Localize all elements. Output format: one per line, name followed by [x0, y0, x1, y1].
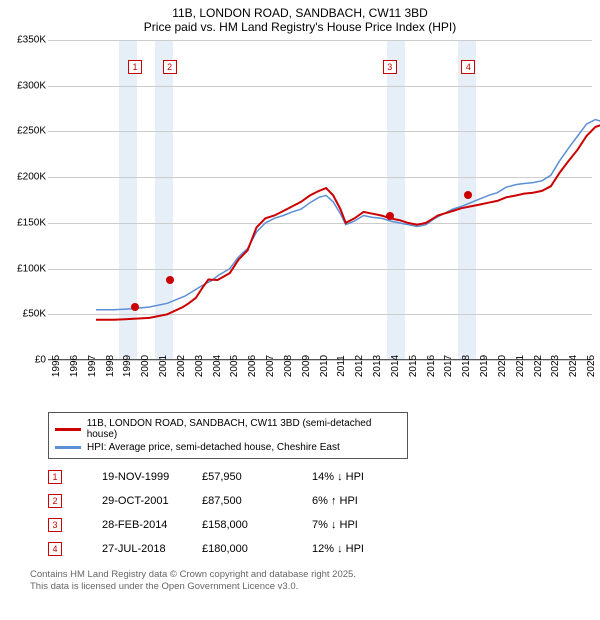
sale-marker-box: 1	[128, 60, 142, 74]
table-cell-price: £180,000	[202, 543, 312, 555]
table-cell-price: £158,000	[202, 519, 312, 531]
x-axis-tick: 2003	[194, 355, 205, 377]
sale-point-dot	[166, 276, 174, 284]
x-axis-tick: 2013	[372, 355, 383, 377]
x-axis-tick: 2007	[265, 355, 276, 377]
x-axis-tick: 2011	[336, 355, 347, 377]
table-row: 119-NOV-1999£57,95014% ↓ HPI	[48, 465, 600, 489]
table-cell-pct: 6% ↑ HPI	[312, 495, 412, 507]
x-axis-tick: 2016	[426, 355, 437, 377]
x-axis-tick: 2020	[497, 355, 508, 377]
table-cell-date: 28-FEB-2014	[62, 519, 202, 531]
table-cell-pct: 14% ↓ HPI	[312, 471, 412, 483]
table-cell-pct: 12% ↓ HPI	[312, 543, 412, 555]
line-chart-svg	[96, 40, 600, 360]
y-axis-tick: £0	[35, 355, 46, 366]
x-axis-tick: 1995	[51, 355, 62, 377]
legend: 11B, LONDON ROAD, SANDBACH, CW11 3BD (se…	[48, 412, 408, 459]
sale-marker-box: 4	[461, 60, 475, 74]
x-axis-tick: 2022	[533, 355, 544, 377]
x-axis-tick: 2023	[550, 355, 561, 377]
sale-point-dot	[386, 212, 394, 220]
table-marker-box: 2	[48, 494, 62, 508]
y-axis-tick: £150K	[17, 217, 46, 228]
table-cell-price: £57,950	[202, 471, 312, 483]
x-axis-tick: 1999	[122, 355, 133, 377]
y-axis-tick: £50K	[23, 309, 46, 320]
sale-marker-box: 3	[383, 60, 397, 74]
legend-swatch-blue	[55, 446, 81, 449]
x-axis-tick: 2006	[247, 355, 258, 377]
table-marker-box: 4	[48, 542, 62, 556]
x-axis-tick: 2008	[283, 355, 294, 377]
table-row: 427-JUL-2018£180,00012% ↓ HPI	[48, 537, 600, 561]
footer-attribution: Contains HM Land Registry data © Crown c…	[30, 569, 600, 594]
chart-title: 11B, LONDON ROAD, SANDBACH, CW11 3BD	[0, 0, 600, 20]
x-axis-tick: 2010	[319, 355, 330, 377]
x-axis-tick: 2005	[229, 355, 240, 377]
sales-table: 119-NOV-1999£57,95014% ↓ HPI229-OCT-2001…	[48, 465, 600, 561]
legend-row-blue: HPI: Average price, semi-detached house,…	[55, 441, 401, 454]
x-axis-tick: 2004	[212, 355, 223, 377]
table-row: 328-FEB-2014£158,0007% ↓ HPI	[48, 513, 600, 537]
table-cell-price: £87,500	[202, 495, 312, 507]
x-axis-tick: 2018	[461, 355, 472, 377]
table-row: 229-OCT-2001£87,5006% ↑ HPI	[48, 489, 600, 513]
table-marker-box: 1	[48, 470, 62, 484]
chart-subtitle: Price paid vs. HM Land Registry's House …	[0, 20, 600, 34]
y-axis-tick: £250K	[17, 126, 46, 137]
sale-point-dot	[464, 191, 472, 199]
x-axis-tick: 2015	[408, 355, 419, 377]
footer-line1: Contains HM Land Registry data © Crown c…	[30, 569, 600, 581]
x-axis-tick: 2001	[158, 355, 169, 377]
footer-line2: This data is licensed under the Open Gov…	[30, 581, 600, 593]
table-cell-date: 29-OCT-2001	[62, 495, 202, 507]
y-axis-tick: £200K	[17, 172, 46, 183]
legend-label-blue: HPI: Average price, semi-detached house,…	[87, 442, 340, 453]
series-line-red	[96, 109, 600, 320]
x-axis-tick: 2002	[176, 355, 187, 377]
table-cell-date: 19-NOV-1999	[62, 471, 202, 483]
table-cell-date: 27-JUL-2018	[62, 543, 202, 555]
y-axis-tick: £100K	[17, 263, 46, 274]
x-axis-tick: 2000	[140, 355, 151, 377]
legend-label-red: 11B, LONDON ROAD, SANDBACH, CW11 3BD (se…	[87, 418, 401, 440]
plot-area	[48, 40, 592, 360]
chart-area: £0£50K£100K£150K£200K£250K£300K£350K 199…	[0, 40, 600, 410]
x-axis-tick: 1997	[87, 355, 98, 377]
legend-swatch-red	[55, 428, 81, 431]
x-axis-tick: 2012	[354, 355, 365, 377]
x-axis-tick: 2019	[479, 355, 490, 377]
y-axis-tick: £300K	[17, 80, 46, 91]
x-axis-tick: 1996	[69, 355, 80, 377]
x-axis-tick: 2009	[301, 355, 312, 377]
x-axis-tick: 2024	[568, 355, 579, 377]
x-axis-tick: 2025	[586, 355, 597, 377]
table-cell-pct: 7% ↓ HPI	[312, 519, 412, 531]
sale-marker-box: 2	[163, 60, 177, 74]
x-axis-tick: 2021	[515, 355, 526, 377]
x-axis-tick: 1998	[105, 355, 116, 377]
x-axis-tick: 2014	[390, 355, 401, 377]
legend-row-red: 11B, LONDON ROAD, SANDBACH, CW11 3BD (se…	[55, 417, 401, 441]
sale-point-dot	[131, 303, 139, 311]
x-axis-tick: 2017	[443, 355, 454, 377]
y-axis-tick: £350K	[17, 35, 46, 46]
table-marker-box: 3	[48, 518, 62, 532]
